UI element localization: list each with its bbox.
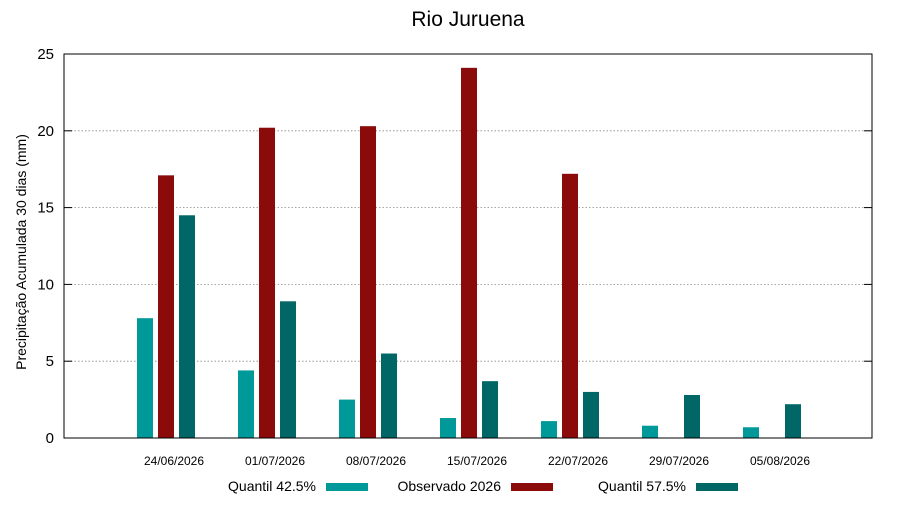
x-tick-label: 15/07/2026 [447, 454, 507, 468]
bar-quantil-57-5 [684, 394, 700, 438]
x-tick-label: 08/07/2026 [346, 454, 406, 468]
bar-observado-2026 [562, 173, 578, 439]
bar-quantil-42-5 [238, 370, 254, 438]
bar-quantil-42-5 [339, 399, 355, 438]
bars [137, 67, 801, 439]
bar-quantil-57-5 [583, 391, 599, 438]
legend-swatch [326, 483, 368, 491]
legend: Quantil 42.5% Observado 2026 Quantil 57.5% [228, 478, 738, 494]
y-tick-label: 0 [46, 430, 54, 447]
bar-quantil-42-5 [440, 418, 456, 438]
bar-quantil-57-5 [381, 353, 397, 438]
legend-label: Quantil 57.5% [598, 478, 686, 494]
bar-quantil-42-5 [743, 427, 759, 438]
legend-swatch [511, 483, 553, 491]
legend-swatch [696, 483, 738, 491]
x-tick-label: 29/07/2026 [649, 454, 709, 468]
x-tick-label: 01/07/2026 [245, 454, 305, 468]
y-tick-label: 25 [37, 46, 54, 63]
bar-quantil-57-5 [280, 301, 296, 438]
bar-quantil-57-5 [179, 215, 195, 438]
y-tick-label: 20 [37, 123, 54, 140]
x-tick-label: 24/06/2026 [144, 454, 204, 468]
axes [63, 53, 873, 439]
x-tick-label: 05/08/2026 [750, 454, 810, 468]
legend-label: Observado 2026 [397, 478, 501, 494]
bar-quantil-57-5 [785, 404, 801, 438]
y-tick-label: 5 [46, 353, 54, 370]
x-tick-labels: 24/06/2026 01/07/2026 08/07/2026 15/07/2026… [144, 454, 810, 468]
bar-observado-2026 [360, 126, 376, 438]
y-axis-label: Precipitação Acumulada 30 dias (mm) [13, 134, 29, 370]
y-tick-label: 10 [37, 276, 54, 293]
chart-title: Rio Juruena [411, 8, 525, 31]
legend-label: Quantil 42.5% [228, 478, 316, 494]
y-tick-labels: 0 5 10 15 20 25 [37, 46, 54, 447]
plot-frame [63, 53, 873, 439]
bar-observado-2026 [461, 67, 477, 438]
bar-observado-2026 [158, 175, 174, 438]
bar-quantil-42-5 [137, 318, 153, 438]
y-tick-label: 15 [37, 200, 54, 217]
bar-observado-2026 [259, 127, 275, 438]
bar-quantil-57-5 [482, 381, 498, 438]
x-tick-label: 22/07/2026 [548, 454, 608, 468]
bar-quantil-42-5 [541, 421, 557, 438]
bar-quantil-42-5 [642, 425, 658, 438]
